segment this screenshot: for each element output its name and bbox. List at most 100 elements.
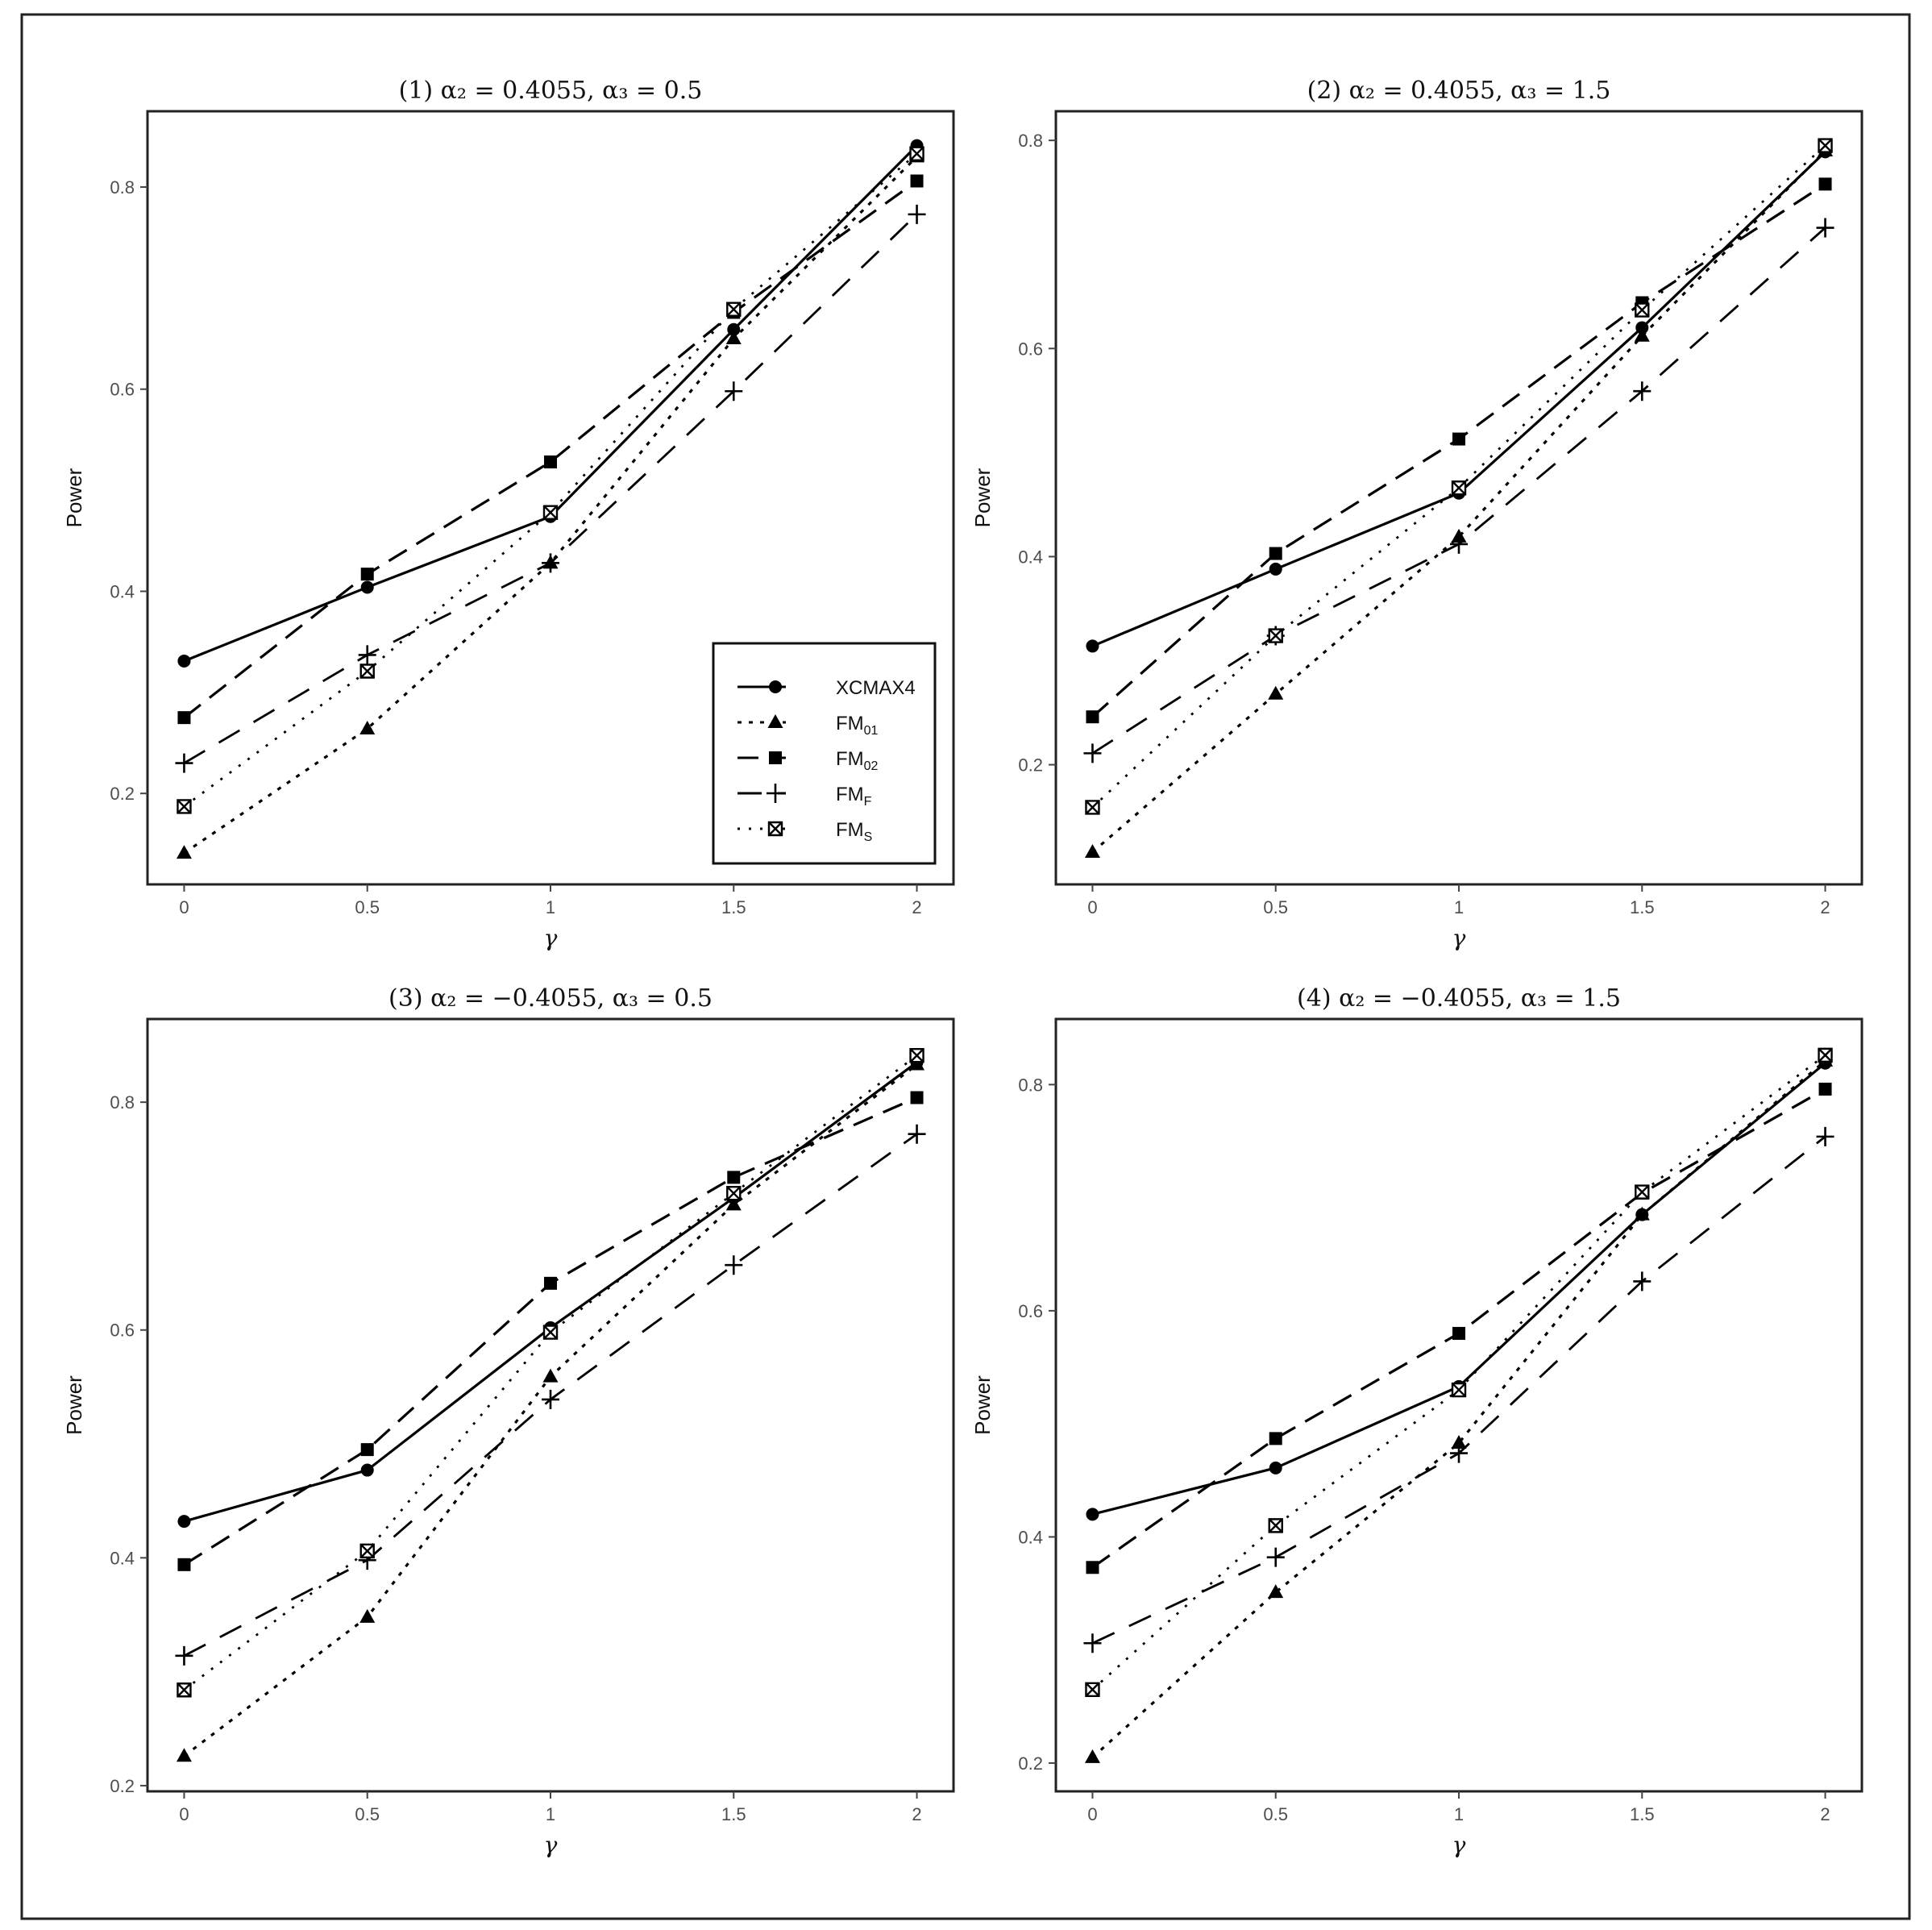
data-point-fm02	[910, 174, 924, 188]
data-point-fmf	[1633, 1271, 1652, 1292]
y-tick-label: 0.4	[110, 1548, 135, 1568]
data-point-fmf	[725, 1255, 743, 1275]
data-point-fms	[1085, 800, 1100, 815]
data-point-fm01	[1451, 1434, 1467, 1449]
legend-entry: FMF	[737, 784, 872, 809]
data-point-fm01	[725, 331, 742, 345]
x-axis-title: γ	[544, 925, 558, 951]
series-line-fms	[1091, 144, 1826, 809]
data-point-fms	[177, 799, 192, 814]
data-point-fm02	[1818, 1082, 1832, 1096]
x-axis-title: γ	[1452, 925, 1466, 951]
series-line-fm02	[1091, 183, 1826, 718]
data-point-fm02	[544, 455, 557, 468]
series-xcmax4	[177, 139, 924, 668]
data-point-fm02	[1818, 177, 1832, 191]
legend-marker	[767, 784, 784, 803]
series-fm02	[177, 1091, 924, 1571]
data-point-fms	[542, 505, 559, 520]
x-tick-label: 1.5	[721, 897, 746, 917]
data-point-fmf	[175, 753, 193, 773]
y-axis-title: Power	[970, 468, 995, 527]
y-axis-title: Power	[62, 1375, 86, 1435]
legend-box	[712, 642, 937, 865]
series-fms	[1085, 138, 1833, 815]
x-tick-label: 0	[1087, 897, 1097, 917]
x-tick-label: 2	[1820, 1804, 1830, 1824]
series-line-fm02	[183, 180, 918, 719]
series-fm01	[176, 1056, 925, 1762]
data-point-fms	[1268, 628, 1283, 643]
data-point-fm02	[910, 1091, 924, 1104]
data-point-fms	[1268, 1518, 1283, 1533]
data-point-fm02	[1269, 547, 1282, 560]
legend-label: FMS	[836, 819, 872, 844]
data-point-fmf	[1450, 1443, 1468, 1463]
data-point-fms	[1635, 302, 1650, 318]
y-tick-label: 0.4	[110, 581, 135, 601]
data-point-fmf	[725, 381, 743, 401]
data-point-fm01	[909, 1056, 925, 1071]
panel-title: (1) α₂ = 0.4055, α₃ = 0.5	[399, 77, 703, 105]
legend-entry: XCMAX4	[737, 677, 916, 699]
series-fm01	[1084, 1052, 1834, 1763]
legend-entry: FM02	[737, 748, 879, 773]
data-point-fmf	[1266, 1547, 1285, 1567]
data-point-fm01	[1634, 1206, 1650, 1221]
data-point-xcmax4	[727, 322, 741, 336]
y-tick-label: 0.6	[110, 380, 135, 400]
data-point-fmf	[542, 553, 559, 573]
legend-label: FMF	[836, 784, 872, 809]
data-point-fms	[1451, 480, 1467, 496]
data-point-fmf	[1816, 1126, 1834, 1146]
legend-label: FM01	[836, 713, 879, 738]
data-point-fms	[726, 302, 742, 317]
y-tick-label: 0.8	[110, 1092, 135, 1113]
data-point-fm02	[1086, 710, 1099, 724]
data-point-xcmax4	[1086, 639, 1099, 653]
legend-label-base: FM	[836, 748, 864, 770]
data-point-fm01	[1634, 327, 1650, 342]
data-point-fms	[1085, 1682, 1100, 1697]
panel-title: (2) α₂ = 0.4055, α₃ = 1.5	[1307, 77, 1611, 105]
chart-panel-3: (3) α₂ = −0.4055, α₃ = 0.5 0.2 0.4 0.6 0.8 0 0…	[62, 984, 955, 1858]
x-tick-label: 2	[912, 897, 921, 917]
y-tick-label: 0.2	[1018, 755, 1043, 776]
y-tick-label: 0.8	[1018, 131, 1043, 151]
data-point-xcmax4	[1086, 1508, 1099, 1521]
series-fms	[177, 146, 924, 814]
data-point-fmf	[1816, 218, 1834, 238]
x-tick-label: 0.5	[355, 897, 380, 917]
data-point-fm01	[176, 1748, 192, 1762]
data-point-fmf	[1083, 1633, 1102, 1653]
data-point-fm01	[725, 1196, 742, 1211]
x-tick-label: 2	[912, 1804, 921, 1824]
legend-label-subscript: 02	[864, 759, 879, 773]
x-tick-label: 0	[179, 1804, 189, 1824]
y-tick-label: 0.4	[1018, 547, 1043, 567]
series-fmf	[175, 204, 926, 773]
series-fms	[177, 1048, 924, 1698]
data-point-fm02	[360, 568, 374, 581]
data-point-fms	[726, 1185, 742, 1201]
legend-label-subscript: 01	[864, 724, 879, 738]
y-tick-label: 0.8	[110, 177, 135, 198]
legend-marker	[767, 714, 783, 728]
x-axis-title: γ	[1452, 1832, 1466, 1858]
x-tick-label: 0	[1087, 1804, 1097, 1824]
y-axis-title: Power	[62, 468, 86, 527]
legend-entry: FMS	[737, 819, 872, 844]
x-tick-label: 1	[1454, 1804, 1464, 1824]
legend-label-base: FM	[836, 784, 864, 805]
x-tick-label: 1.5	[1630, 1804, 1655, 1824]
data-point-fms	[177, 1683, 192, 1698]
legend-entry: FM01	[737, 713, 879, 738]
x-axis-title: γ	[544, 1832, 558, 1858]
data-point-fm02	[177, 711, 191, 725]
y-tick-label: 0.2	[1018, 1753, 1043, 1774]
x-tick-label: 1.5	[721, 1804, 746, 1824]
series-line-xcmax4	[183, 144, 918, 663]
data-point-fms	[1818, 1047, 1833, 1063]
